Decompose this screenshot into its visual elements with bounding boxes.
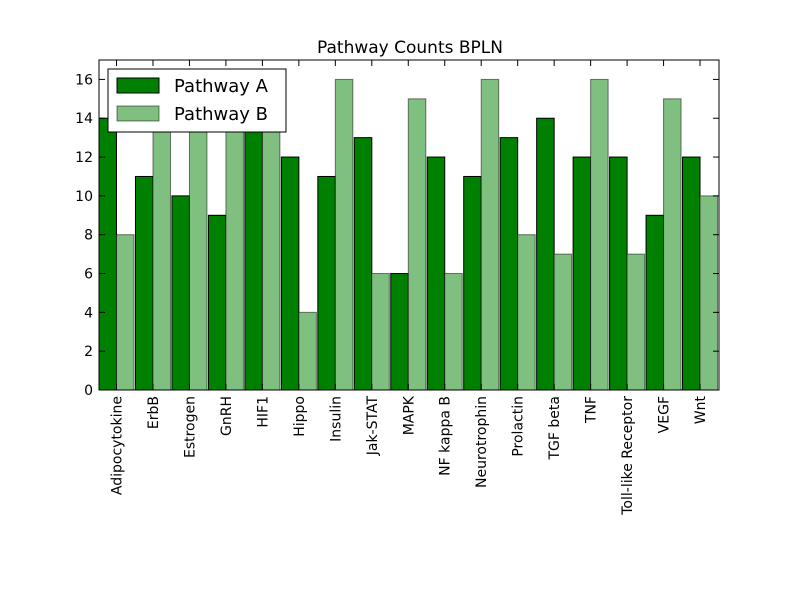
bar-a-erbb [134,175,154,390]
x-tick-label: NF kappa B [438,396,454,476]
y-tick-label: 8 [84,228,93,244]
x-tick-label: TGF beta [547,396,563,460]
bar-a-toll-like-receptor [609,156,628,390]
y-tick-label: 2 [84,344,93,360]
x-tick-label: Adipocytokine [110,396,126,495]
bar-a-gnrh [207,214,227,390]
bars-group [99,78,719,390]
x-tick-label: Wnt [693,396,709,425]
y-tick-label: 14 [75,111,93,127]
x-tick-label: VEGF [657,396,673,433]
x-tick-label: Jak-STAT [365,396,381,457]
x-axis: Adipocytokine ErbB Estrogen GnRH HIF1 Hippo In… [110,60,709,516]
x-tick-label: Estrogen [182,396,198,458]
bar-b-estrogen [188,117,208,390]
bar-b-erbb [152,117,171,390]
bar-b-tgf-beta [553,253,573,390]
legend-label-pathway-b: Pathway B [174,104,268,125]
x-tick-label: HIF1 [255,396,271,428]
bar-a-neurotrophin [463,175,482,390]
bar-a-hif1 [244,98,263,390]
plot-frame [98,59,720,391]
bar-b-tnf [590,78,609,390]
y-tick-label: 12 [75,150,93,166]
bar-a-tgf-beta [536,117,555,390]
y-tick-label: 16 [75,72,93,88]
y-tick-label: 4 [84,305,93,321]
bar-b-nf-kappa-b [444,273,463,390]
bar-b-mapk [407,98,427,390]
bar-b-toll-like-receptor [626,253,646,390]
bar-a-jak-stat [353,137,373,390]
bar-b-vegf [663,98,682,390]
bar-a-insulin [317,175,336,390]
bar-a-hippo [280,156,300,390]
bar-a-tnf [572,156,592,390]
legend-swatch-pathway-a [116,77,160,94]
bar-b-insulin [334,78,354,390]
y-tick-label: 10 [75,189,93,205]
x-tick-label: Neurotrophin [474,396,490,488]
bar-a-estrogen [171,195,190,390]
bar-a-vegf [645,214,665,390]
bar-b-gnrh [225,117,244,390]
bar-b-wnt [699,195,719,390]
x-tick-label: Hippo [292,396,308,437]
x-tick-label: MAPK [401,395,417,435]
x-tick-label: GnRH [219,396,235,436]
bar-a-nf-kappa-b [426,156,446,390]
x-tick-label: TNF [584,396,600,424]
legend: Pathway A Pathway B [107,68,287,133]
y-tick-label: 6 [84,267,93,283]
x-tick-label: Toll-like Receptor [620,396,636,516]
bar-b-neurotrophin [480,78,500,390]
bar-b-hif1 [261,117,281,390]
bar-b-adipocytokine [116,234,135,390]
x-tick-label: ErbB [146,396,162,429]
bar-b-jak-stat [371,273,390,390]
x-tick-label: Insulin [328,396,344,442]
legend-label-pathway-a: Pathway A [174,76,269,97]
chart-title: Pathway Counts BPLN [317,38,503,58]
y-tick-label: 0 [84,383,93,399]
bar-a-adipocytokine [99,117,118,390]
bar-a-mapk [390,273,409,390]
bar-a-wnt [682,156,701,390]
legend-swatch-pathway-b [116,105,160,122]
y-axis: 0 2 4 6 8 10 12 14 16 [75,72,719,399]
bar-b-prolactin [517,234,536,390]
x-tick-label: Prolactin [511,396,527,457]
bar-a-prolactin [499,137,519,390]
bar-b-hippo [298,311,317,390]
